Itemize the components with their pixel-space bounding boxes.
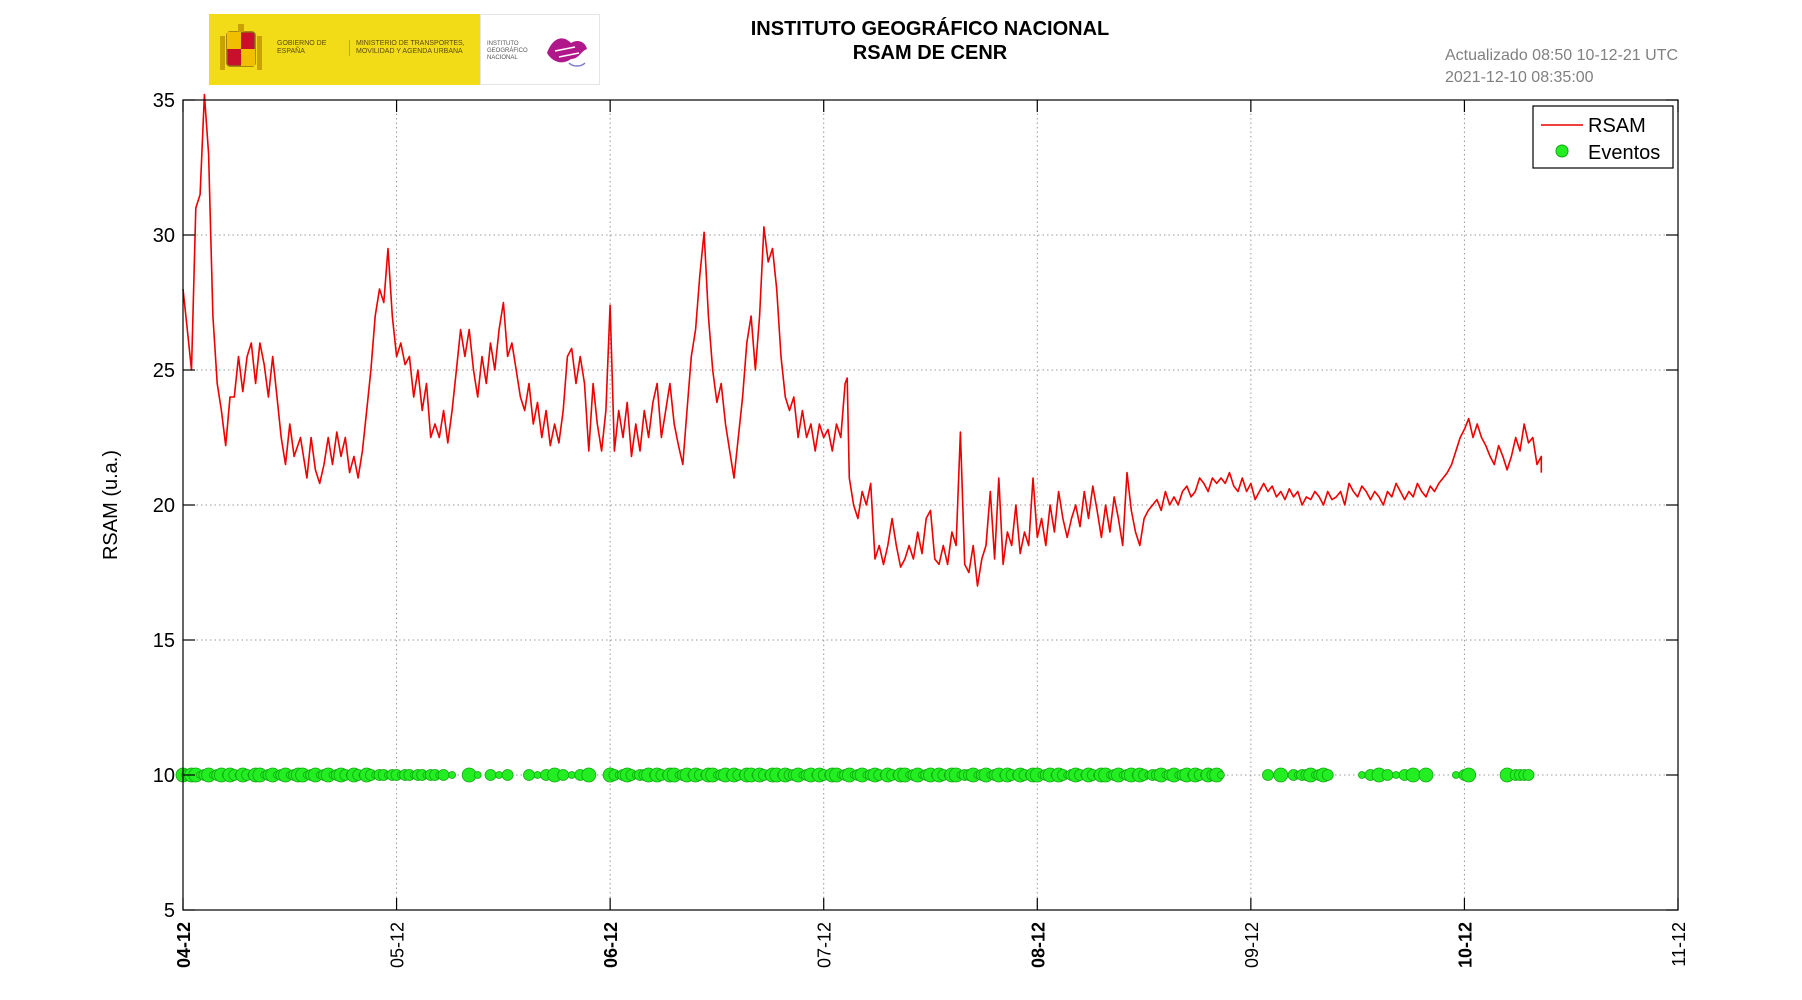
- evento-marker: [523, 769, 535, 781]
- y-tick-label: 5: [164, 900, 175, 922]
- chart-title-block: INSTITUTO GEOGRÁFICO NACIONAL RSAM DE CE…: [700, 17, 1160, 65]
- evento-marker: [1381, 769, 1394, 781]
- legend-eventos-label: Eventos: [1588, 142, 1660, 164]
- y-tick-label: 30: [153, 225, 175, 247]
- rsam-series-line: [182, 93, 1543, 587]
- evento-marker: [533, 771, 542, 779]
- gobierno-logo-text: GOBIERNO DE ESPAÑA: [277, 40, 327, 55]
- evento-marker: [1262, 769, 1274, 781]
- eventos-series: [175, 767, 1535, 783]
- x-tick-label: 04-12: [174, 922, 194, 968]
- evento-marker: [1522, 769, 1535, 781]
- y-axis-label: RSAM (u.a.): [100, 450, 122, 560]
- x-tick-label: 09-12: [1242, 922, 1262, 968]
- data-timestamp: 2021-12-10 08:35:00: [1445, 69, 1594, 86]
- y-tick-label: 20: [153, 495, 175, 517]
- x-tick-label: 10-12: [1455, 922, 1475, 968]
- evento-marker: [1358, 771, 1366, 779]
- ministerio-logo-text: MINISTERIO DE TRANSPORTES, MOVILIDAD Y A…: [349, 40, 486, 56]
- legend-eventos-swatch: [1555, 144, 1569, 158]
- evento-marker: [495, 771, 503, 779]
- x-tick-label: 07-12: [815, 922, 835, 968]
- evento-marker: [437, 769, 450, 781]
- y-tick-label: 15: [153, 630, 175, 652]
- y-tick-label: 10: [153, 765, 175, 787]
- evento-marker: [1273, 767, 1289, 783]
- chart-subtitle: RSAM DE CENR: [852, 42, 1008, 64]
- ign-logo-text: INSTITUTO GEOGRÁFICO NACIONAL: [487, 41, 528, 61]
- evento-marker: [501, 769, 514, 781]
- evento-marker: [1461, 767, 1477, 783]
- coat-of-arms-icon: [220, 24, 262, 70]
- evento-marker: [1321, 769, 1334, 781]
- evento-marker: [557, 769, 570, 781]
- y-tick-label: 35: [153, 90, 175, 112]
- chart-title: INSTITUTO GEOGRÁFICO NACIONAL: [750, 18, 1110, 40]
- ign-logo: INSTITUTO GEOGRÁFICO NACIONAL: [480, 14, 600, 85]
- evento-marker: [1405, 767, 1421, 783]
- evento-marker: [567, 771, 576, 779]
- legend-box: [1532, 105, 1674, 169]
- x-tick-label: 08-12: [1028, 922, 1048, 968]
- evento-marker: [484, 769, 497, 781]
- evento-marker: [1451, 771, 1460, 779]
- evento-marker: [473, 771, 482, 779]
- legend: RSAM Eventos: [1532, 105, 1674, 169]
- gobierno-logo: GOBIERNO DE ESPAÑA MINISTERIO DE TRANSPO…: [209, 14, 480, 85]
- axis-ticks: 5 10 15 20 25 30 35 04-12 05-12 06-12 07-12 08-12 09…: [153, 90, 1689, 968]
- evento-marker: [1392, 771, 1400, 779]
- evento-marker: [581, 767, 597, 783]
- legend-rsam-label: RSAM: [1588, 115, 1646, 137]
- evento-marker: [1418, 767, 1434, 783]
- x-tick-label: 05-12: [388, 922, 408, 968]
- grid: [182, 99, 1679, 911]
- updated-label: Actualizado 08:50 10-12-21 UTC: [1445, 47, 1679, 64]
- evento-marker: [1217, 771, 1225, 779]
- evento-marker: [448, 771, 457, 779]
- institutional-logo-banner: GOBIERNO DE ESPAÑA MINISTERIO DE TRANSPO…: [209, 14, 600, 85]
- x-tick-label: 06-12: [601, 922, 621, 968]
- y-tick-label: 25: [153, 360, 175, 382]
- x-tick-label: 11-12: [1669, 922, 1689, 967]
- ign-emblem-icon: [547, 38, 587, 67]
